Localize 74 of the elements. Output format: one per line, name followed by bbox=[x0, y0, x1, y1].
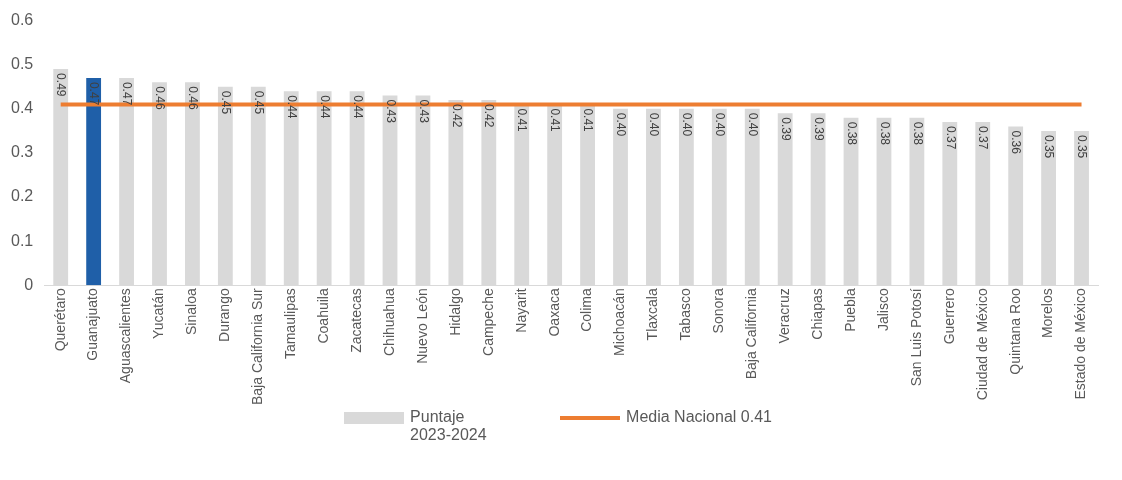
data-label: 0.47 bbox=[120, 81, 135, 106]
data-label: 0.44 bbox=[350, 95, 365, 119]
x-tick-label: Sonora bbox=[710, 288, 727, 334]
x-tick-label: Veracruz bbox=[776, 288, 793, 344]
x-tick-label: Baja California bbox=[743, 288, 760, 380]
data-label: 0.45 bbox=[251, 90, 266, 115]
x-tick-label: Campeche bbox=[479, 288, 496, 356]
data-label: 0.43 bbox=[416, 99, 431, 124]
x-tick-label: Chihuahua bbox=[380, 288, 397, 357]
x-tick-label: Quintana Roo bbox=[1006, 288, 1023, 375]
x-tick-label: Tamaulipas bbox=[282, 288, 299, 360]
data-label: 0.41 bbox=[515, 108, 530, 133]
data-label: 0.35 bbox=[1042, 134, 1057, 159]
y-tick-label: 0.1 bbox=[10, 231, 34, 249]
x-tick-label: Querétaro bbox=[51, 288, 68, 352]
y-tick-label: 0.4 bbox=[10, 99, 34, 117]
data-label: 0.49 bbox=[54, 73, 69, 97]
x-tick-label: Tlaxcala bbox=[644, 288, 661, 341]
data-label: 0.39 bbox=[811, 117, 826, 141]
x-tick-label: San Luis Potosí bbox=[907, 288, 924, 387]
data-label: 0.38 bbox=[844, 121, 859, 146]
x-tick-label: Sinaloa bbox=[183, 288, 200, 335]
x-tick-label: Baja California Sur bbox=[249, 287, 266, 406]
x-tick-label: Ciudad de México bbox=[973, 288, 990, 401]
legend-label: Puntaje 2023-2024 bbox=[410, 408, 488, 444]
x-tick-label: Aguascalientes bbox=[117, 288, 134, 384]
data-label: 0.40 bbox=[712, 112, 727, 137]
data-label: 0.45 bbox=[219, 90, 234, 115]
data-label: 0.46 bbox=[153, 86, 168, 111]
data-label: 0.46 bbox=[186, 86, 201, 111]
x-tick-label: Guanajuato bbox=[84, 288, 101, 361]
y-tick-label: 0.2 bbox=[10, 187, 34, 205]
x-tick-label: Colima bbox=[578, 288, 595, 332]
x-tick-label: Chiapas bbox=[808, 288, 825, 340]
data-label: 0.36 bbox=[1009, 130, 1024, 155]
data-label: 0.47 bbox=[87, 81, 102, 106]
x-tick-label: Nuevo León bbox=[413, 288, 430, 364]
x-tick-label: Michoacán bbox=[611, 288, 628, 356]
x-tick-label: Oaxaca bbox=[545, 288, 562, 337]
data-label: 0.41 bbox=[581, 108, 596, 133]
y-tick-label: 0.5 bbox=[10, 55, 34, 73]
x-tick-label: Jalisco bbox=[874, 288, 891, 332]
data-label: 0.44 bbox=[284, 95, 299, 119]
data-label: 0.37 bbox=[943, 126, 958, 150]
x-tick-label: Morelos bbox=[1039, 288, 1056, 339]
data-label: 0.42 bbox=[449, 104, 464, 128]
data-label: 0.40 bbox=[647, 112, 662, 137]
y-tick-label: 0 bbox=[24, 275, 34, 293]
legend-label: Media Nacional 0.41 bbox=[626, 408, 772, 426]
data-label: 0.38 bbox=[910, 121, 925, 146]
data-label: 0.43 bbox=[383, 99, 398, 124]
data-label: 0.40 bbox=[680, 112, 695, 137]
data-label: 0.44 bbox=[317, 95, 332, 119]
x-tick-label: Estado de México bbox=[1072, 288, 1089, 400]
y-tick-label: 0.6 bbox=[10, 11, 34, 29]
data-label: 0.37 bbox=[976, 126, 991, 150]
x-tick-label: Zacatecas bbox=[347, 288, 364, 353]
x-tick-label: Puebla bbox=[841, 288, 858, 332]
x-tick-label: Guerrero bbox=[940, 288, 957, 345]
x-tick-label: Durango bbox=[216, 288, 233, 342]
data-label: 0.39 bbox=[778, 117, 793, 141]
data-label: 0.35 bbox=[1075, 134, 1090, 159]
data-label: 0.40 bbox=[614, 112, 629, 137]
data-label: 0.38 bbox=[877, 121, 892, 146]
bar bbox=[86, 77, 102, 286]
x-tick-label: Tabasco bbox=[677, 288, 694, 341]
data-label: 0.40 bbox=[745, 112, 760, 137]
x-tick-label: Nayarit bbox=[512, 288, 529, 333]
x-tick-label: Hidalgo bbox=[446, 288, 463, 336]
x-tick-label: Yucatán bbox=[150, 288, 167, 339]
y-tick-label: 0.3 bbox=[10, 143, 34, 161]
data-label: 0.41 bbox=[548, 108, 563, 133]
data-label: 0.42 bbox=[482, 104, 497, 128]
x-tick-label: Coahuila bbox=[315, 288, 332, 344]
